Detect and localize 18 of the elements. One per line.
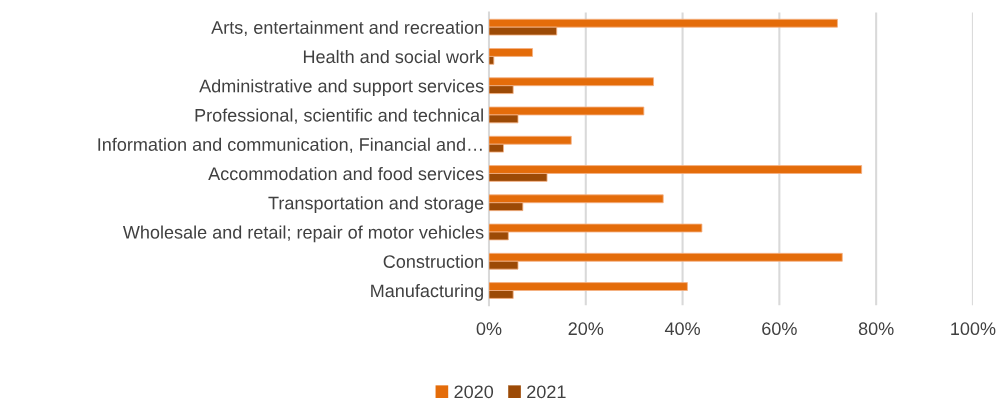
x-tick-label: 80% bbox=[858, 322, 894, 336]
x-tick-label: 60% bbox=[762, 322, 797, 336]
x-tick-label: 20% bbox=[568, 322, 604, 336]
y-tick-label: Manufacturing bbox=[371, 283, 483, 301]
x-tick-label: 100% bbox=[951, 322, 996, 336]
legend-label: 2020 bbox=[454, 385, 494, 399]
y-tick-label: Accommodation and food services bbox=[208, 166, 484, 181]
y-tick-label: Administrative and support services bbox=[199, 79, 484, 96]
x-tick-label: 40% bbox=[664, 322, 700, 336]
y-tick-label: Arts, entertainment and recreation bbox=[211, 20, 483, 37]
y-tick-label: Construction bbox=[383, 254, 483, 268]
y-tick-label: Professional, scientific and technical bbox=[195, 108, 483, 124]
legend-label: 2021 bbox=[527, 385, 566, 399]
y-tick-label: Transportation and storage bbox=[268, 196, 484, 214]
y-tick-label: Information and communication, Financial and… bbox=[98, 137, 482, 154]
x-tick-label: 0% bbox=[476, 322, 502, 336]
y-tick-label: Wholesale and retail; repair of motor vehicles bbox=[122, 225, 484, 243]
y-tick-label: Health and social work bbox=[303, 49, 485, 64]
